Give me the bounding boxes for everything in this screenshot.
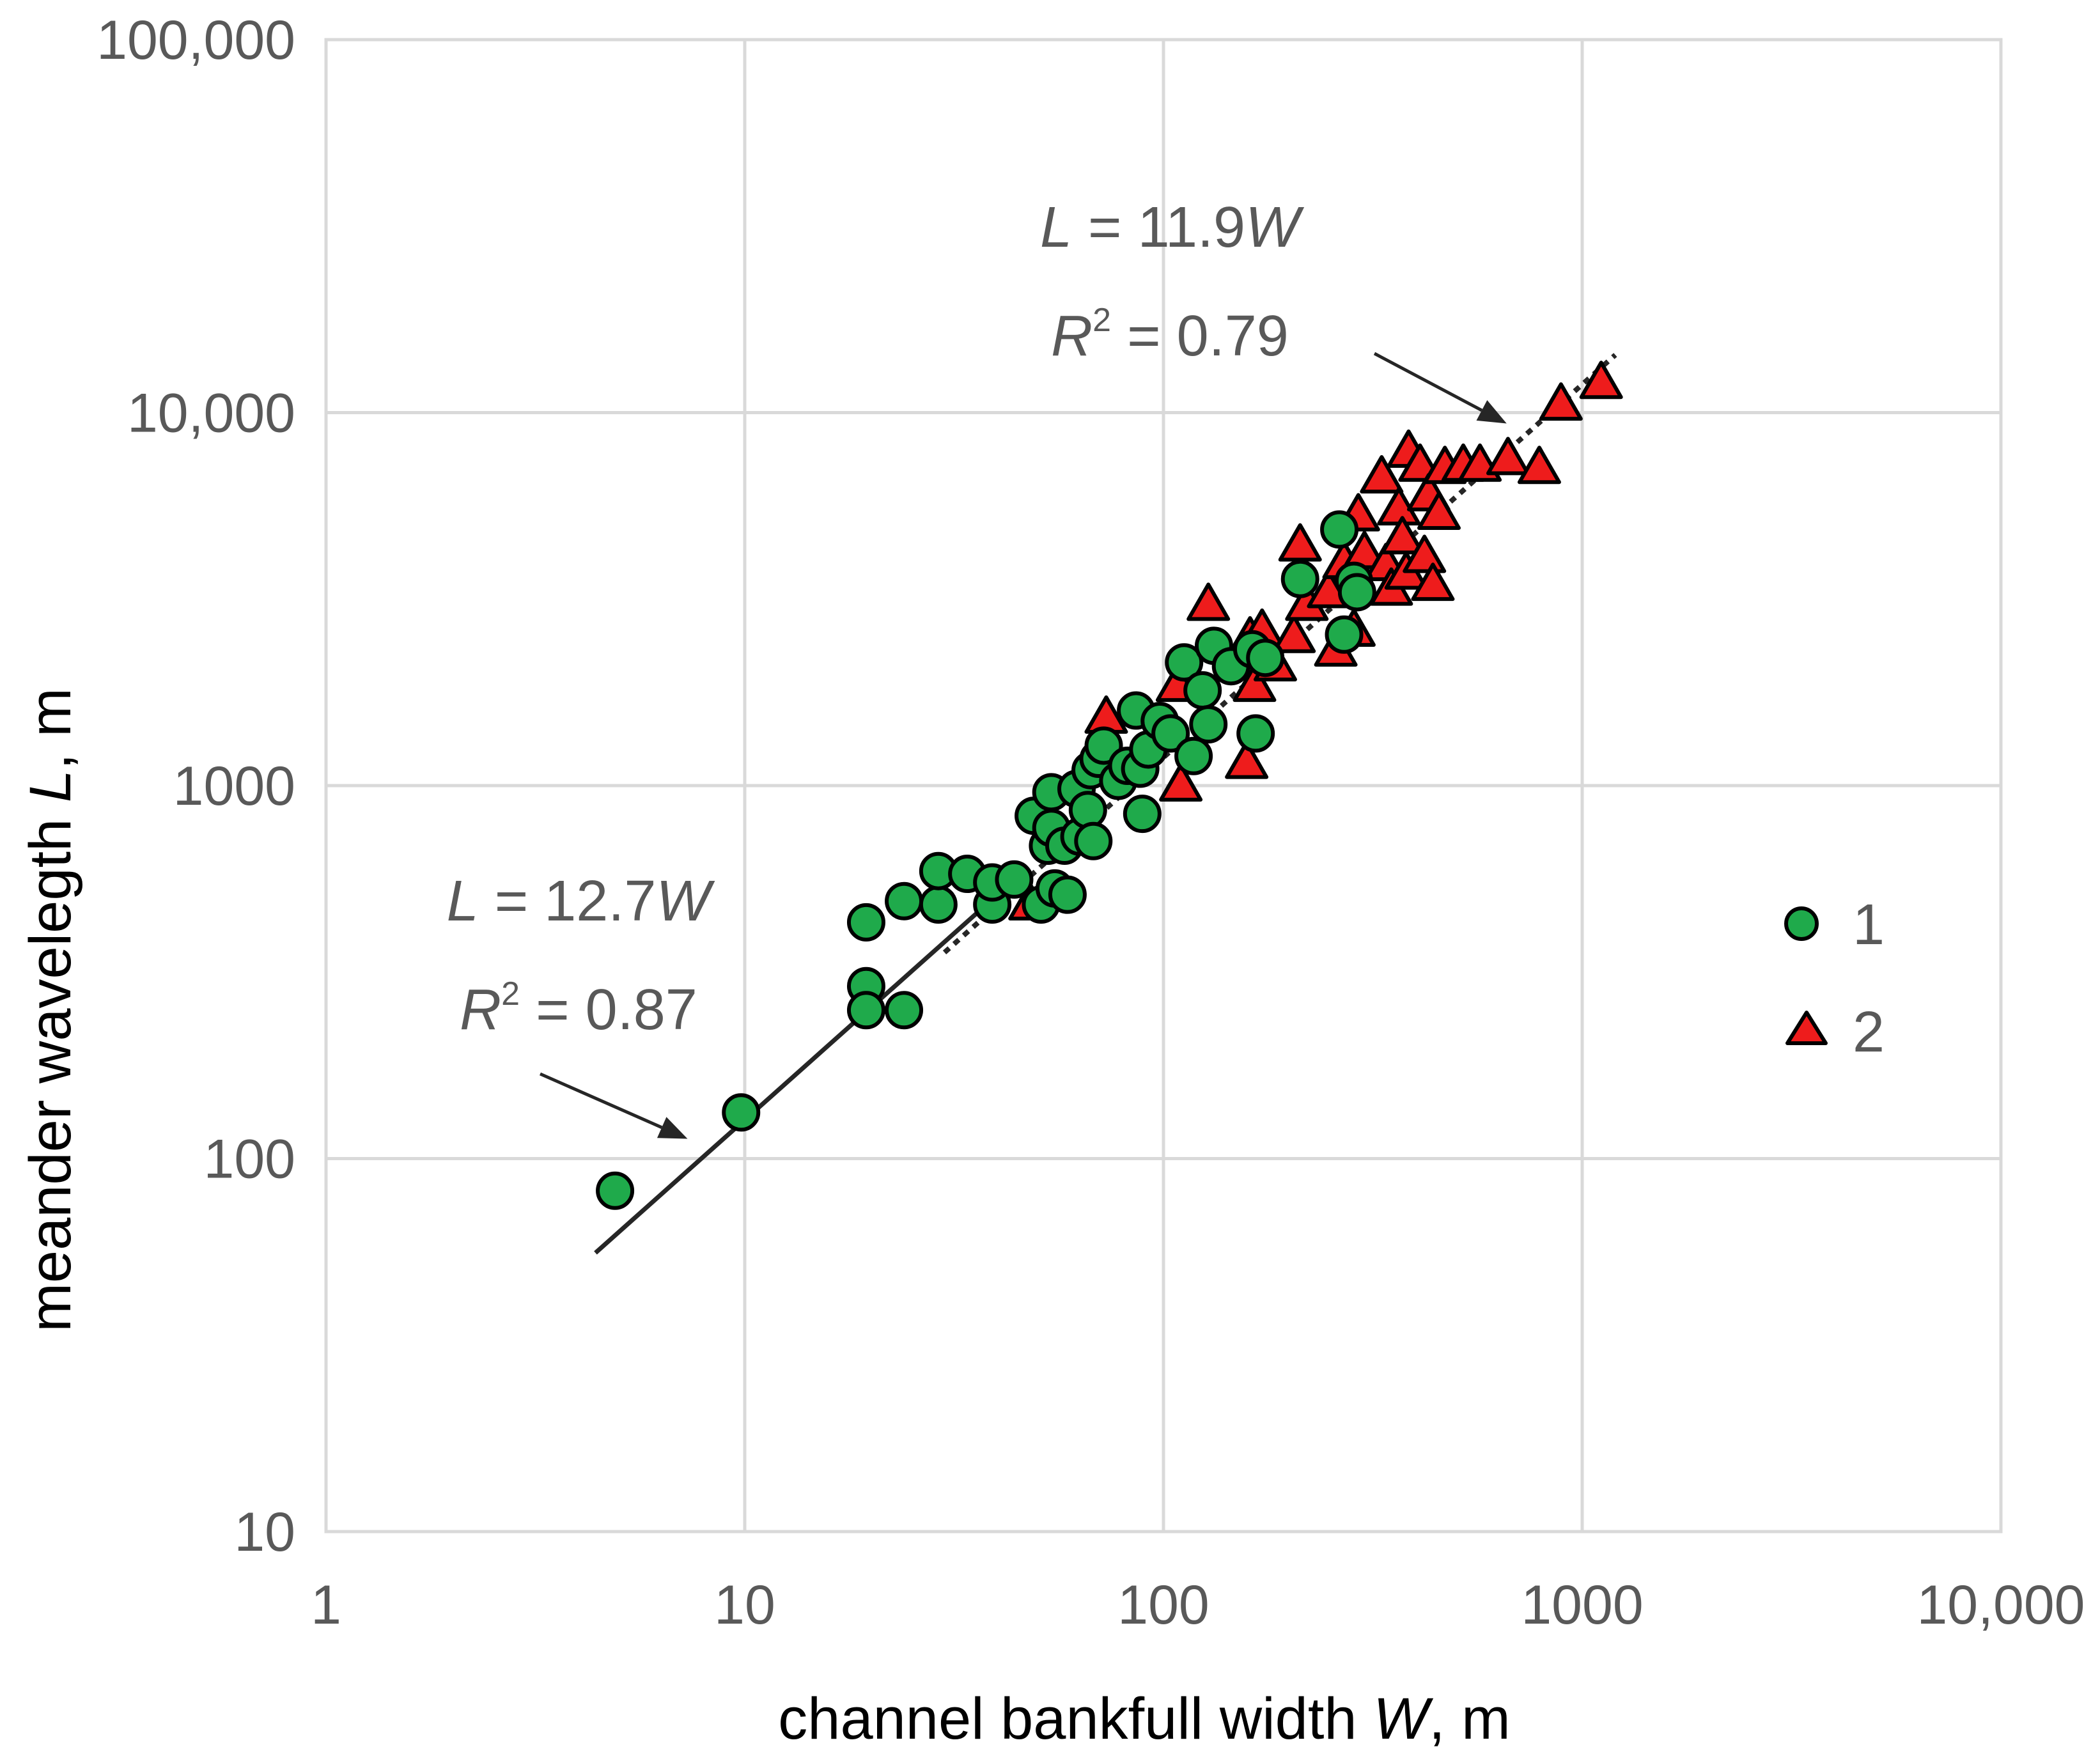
data-point-series-2: [1539, 382, 1583, 421]
data-point-series-1: [1123, 795, 1162, 834]
data-point-series-2: [1186, 582, 1231, 621]
data-point-series-1: [1048, 875, 1087, 914]
fit1-r-squared: R2 = 0.87: [460, 975, 697, 1042]
y-tick-label: 100: [204, 1129, 296, 1190]
data-point-series-2: [1233, 664, 1277, 703]
data-point-series-1: [722, 1093, 761, 1132]
data-point-series-1: [885, 991, 924, 1030]
legend-label-2: 2: [1853, 1000, 1885, 1064]
annotation-arrow-head: [657, 1117, 688, 1139]
data-point-series-2: [1517, 446, 1561, 485]
annotation-arrow-line: [1373, 352, 1483, 412]
data-point-series-1: [919, 885, 958, 924]
data-point-series-1: [1183, 671, 1222, 710]
y-tick-label: 1000: [173, 756, 295, 817]
data-point-series-2: [1360, 454, 1404, 493]
plot-frame: [324, 38, 2003, 1533]
data-point-series-2: [1403, 534, 1447, 573]
data-point-series-1: [596, 1171, 635, 1210]
data-point-series-1: [1236, 714, 1275, 753]
tick-labels: 1 10 100 1000 10,000 10 100 1000 10,000 100,000: [97, 10, 2085, 1636]
y-tick-label: 10: [234, 1502, 295, 1563]
data-point-series-1: [885, 881, 924, 920]
data-point-series-1: [1246, 639, 1285, 678]
fit2-equation: L = 11.9W: [1040, 196, 1305, 260]
legend-marker-triangle: [1785, 1011, 1828, 1045]
data-point-series-2: [1380, 516, 1424, 555]
annotation-arrow-head: [1476, 400, 1507, 424]
data-point-series-1: [1174, 736, 1213, 775]
y-axis-title: meander wavelegth L, m: [18, 688, 83, 1332]
data-point-series-1: [1151, 714, 1190, 753]
legend-marker-circle: [1784, 906, 1819, 941]
data-point-series-1: [1320, 510, 1359, 549]
x-tick-label: 1000: [1521, 1574, 1643, 1636]
data-point-series-1: [846, 903, 885, 942]
data-points: [596, 361, 1623, 1210]
data-point-series-1: [1337, 573, 1376, 612]
fit2-r-squared: R2 = 0.79: [1051, 302, 1289, 368]
trendline-series-1: [594, 910, 979, 1255]
y-tick-label: 100,000: [97, 10, 295, 71]
data-point-series-2: [1159, 763, 1203, 802]
data-point-series-2: [1579, 361, 1623, 400]
data-point-series-1: [1074, 821, 1113, 860]
annotation-arrows: [539, 352, 1507, 1139]
data-point-series-1: [846, 991, 885, 1030]
x-axis-title: channel bankfull width W, m: [778, 1686, 1510, 1747]
x-tick-label: 10: [714, 1574, 775, 1636]
legend: 1 2: [1784, 893, 1885, 1064]
fit1-equation: L = 12.7W: [447, 869, 716, 933]
annotation-arrow-line: [539, 1072, 663, 1130]
x-tick-label: 100: [1117, 1574, 1209, 1636]
data-point-series-2: [1225, 740, 1269, 779]
data-point-series-1: [1189, 705, 1228, 744]
data-point-series-2: [1272, 614, 1316, 653]
data-point-series-2: [1411, 563, 1455, 602]
y-tick-label: 10,000: [127, 383, 295, 444]
data-point-series-1: [1165, 643, 1204, 682]
x-tick-label: 10,000: [1917, 1574, 2085, 1636]
data-point-series-1: [995, 860, 1034, 899]
legend-label-1: 1: [1853, 893, 1885, 957]
x-tick-label: 1: [311, 1574, 341, 1636]
data-point-series-2: [1486, 437, 1530, 476]
data-point-series-2: [1278, 523, 1322, 562]
data-point-series-1: [1325, 615, 1364, 654]
data-point-series-2: [1417, 492, 1461, 531]
data-point-series-1: [1068, 791, 1107, 830]
data-point-series-1: [1280, 559, 1319, 598]
